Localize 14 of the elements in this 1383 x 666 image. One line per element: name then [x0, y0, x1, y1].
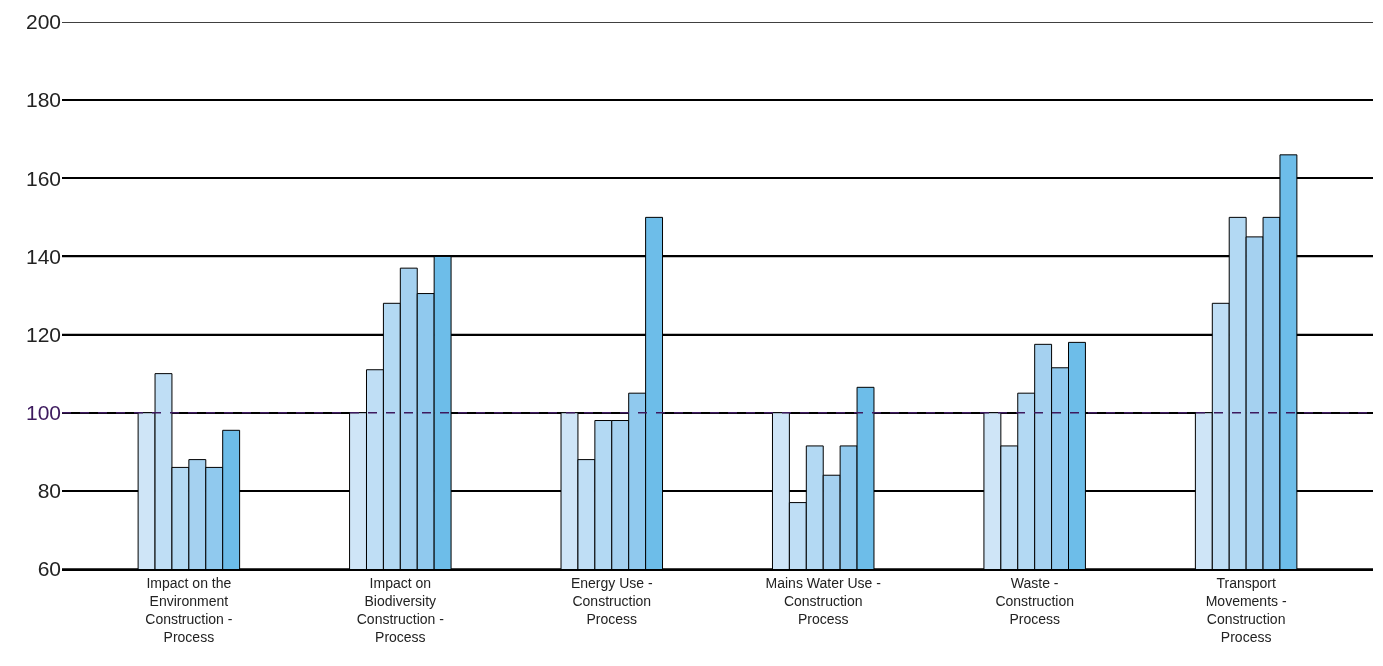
y-tick-label: 120	[25, 322, 61, 346]
y-tick-label: 160	[25, 166, 61, 190]
y-tick-label: 180	[25, 88, 61, 112]
x-tick-label: Waste - Construction Process	[995, 574, 1074, 627]
x-tick-label: Impact on the Environment Construction - Process	[145, 574, 233, 646]
y-tick-label: 80	[37, 479, 61, 503]
x-tick-label: Transport Movements - Construction Process	[1205, 574, 1287, 646]
x-tick-label: Mains Water Use - Construction Process	[765, 574, 882, 627]
y-tick-label: 60	[37, 557, 61, 581]
y-tick-label: 100	[25, 401, 61, 425]
x-tick-label: Impact on Biodiversity Construction - Process	[356, 574, 445, 646]
y-tick-label: 200	[25, 10, 61, 34]
x-tick-label: Energy Use - Construction Process	[570, 574, 653, 627]
y-tick-label: 140	[25, 244, 61, 268]
